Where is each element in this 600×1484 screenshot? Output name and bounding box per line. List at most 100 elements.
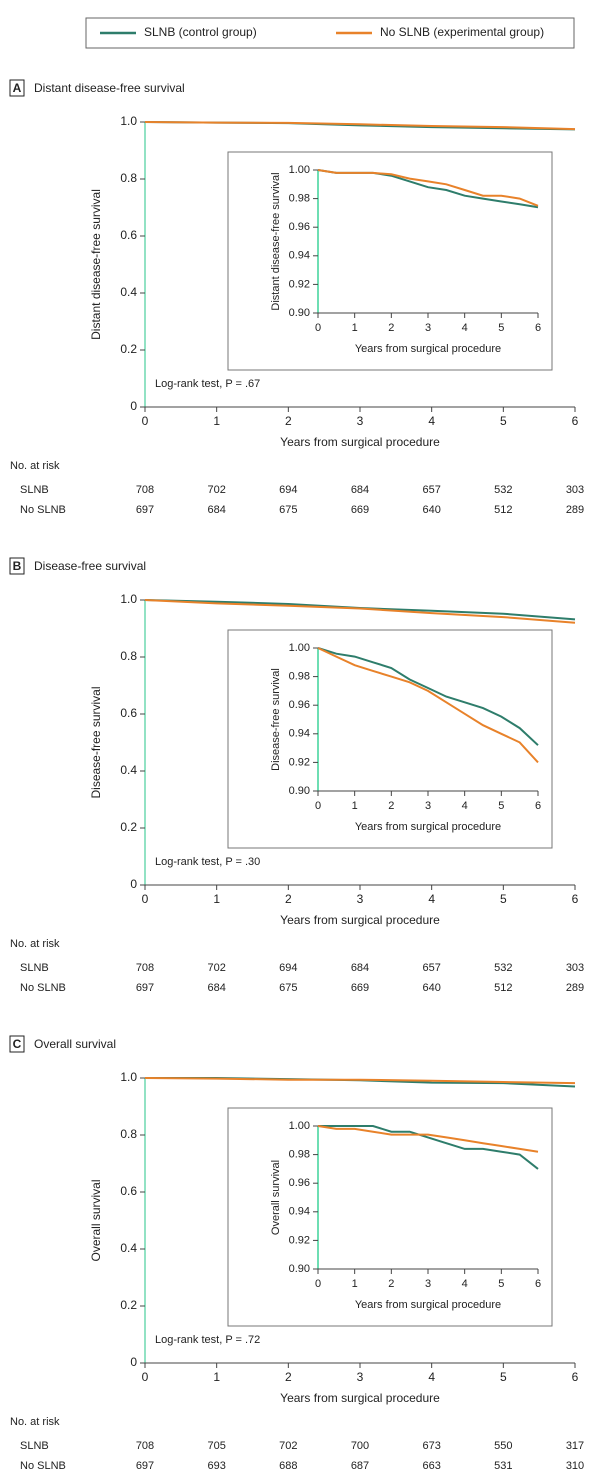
risk-value: 702 <box>207 962 225 974</box>
x-tick-label: 6 <box>535 800 541 812</box>
risk-table-title: No. at risk <box>10 460 60 472</box>
survival-curve <box>144 121 576 131</box>
y-tick-label: 0 <box>130 1355 137 1369</box>
risk-value: 532 <box>494 484 512 496</box>
x-axis-label: Years from surgical procedure <box>355 821 501 833</box>
x-tick-label: 2 <box>388 322 394 334</box>
inset-box <box>227 1107 553 1327</box>
risk-value: 684 <box>207 982 225 994</box>
y-tick-label: 1.0 <box>120 592 137 606</box>
risk-value: 697 <box>136 982 154 994</box>
y-tick-label: 1.00 <box>289 164 310 176</box>
y-axis-label: Disease-free survival <box>270 668 282 771</box>
x-tick-label: 1 <box>213 892 220 906</box>
risk-value: 693 <box>207 1460 225 1472</box>
x-tick-label: 4 <box>462 1278 468 1290</box>
x-tick-label: 5 <box>498 1278 504 1290</box>
x-axis-label: Years from surgical procedure <box>355 343 501 355</box>
panel-label: B <box>13 559 22 573</box>
survival-curve <box>317 647 539 764</box>
risk-value: 675 <box>279 504 297 516</box>
x-tick-label: 6 <box>535 322 541 334</box>
x-tick-label: 5 <box>500 1370 507 1384</box>
survival-curve <box>144 1077 576 1085</box>
y-tick-label: 0.90 <box>289 785 310 797</box>
panel-label: C <box>13 1037 22 1051</box>
survival-curve <box>317 1125 539 1153</box>
y-tick-label: 0.6 <box>120 706 137 720</box>
x-tick-label: 6 <box>572 1370 579 1384</box>
risk-value: 669 <box>351 504 369 516</box>
annotation: Log-rank test, P = .67 <box>155 378 260 390</box>
x-tick-label: 3 <box>425 1278 431 1290</box>
risk-row-label: No SLNB <box>20 504 66 516</box>
y-tick-label: 0.90 <box>289 307 310 319</box>
risk-value: 663 <box>422 1460 440 1472</box>
y-axis-label: Overall survival <box>270 1160 282 1235</box>
x-tick-label: 2 <box>285 1370 292 1384</box>
y-tick-label: 1.0 <box>120 1070 137 1084</box>
risk-value: 705 <box>207 1440 225 1452</box>
x-tick-label: 2 <box>388 800 394 812</box>
x-tick-label: 1 <box>213 1370 220 1384</box>
risk-value: 684 <box>351 962 369 974</box>
y-tick-label: 0.6 <box>120 1184 137 1198</box>
y-tick-label: 0.92 <box>289 1234 310 1246</box>
risk-value: 310 <box>566 1460 584 1472</box>
inset-box <box>227 151 553 371</box>
y-tick-label: 0.8 <box>120 171 137 185</box>
x-tick-label: 1 <box>213 414 220 428</box>
y-axis-label: Disease-free survival <box>89 686 103 798</box>
panel-label-box <box>9 1035 25 1053</box>
risk-value: 697 <box>136 504 154 516</box>
risk-value: 289 <box>566 504 584 516</box>
y-tick-label: 0.8 <box>120 649 137 663</box>
risk-value: 702 <box>279 1440 297 1452</box>
panel-title: Overall survival <box>34 1037 116 1051</box>
y-tick-label: 0.92 <box>289 756 310 768</box>
risk-value: 694 <box>279 484 297 496</box>
x-tick-label: 5 <box>500 892 507 906</box>
x-tick-label: 4 <box>428 414 435 428</box>
x-tick-label: 4 <box>462 322 468 334</box>
panel-label-box <box>9 79 25 97</box>
y-tick-label: 0.98 <box>289 1149 310 1161</box>
risk-value: 700 <box>351 1440 369 1452</box>
risk-value: 708 <box>136 962 154 974</box>
x-tick-label: 6 <box>572 892 579 906</box>
x-tick-label: 5 <box>498 322 504 334</box>
risk-row-label: SLNB <box>20 484 49 496</box>
x-tick-label: 3 <box>425 322 431 334</box>
y-axis-label: Distant disease-free survival <box>270 172 282 310</box>
x-tick-label: 0 <box>142 1370 149 1384</box>
x-tick-label: 2 <box>388 1278 394 1290</box>
risk-value: 694 <box>279 962 297 974</box>
x-axis-label: Years from surgical procedure <box>280 913 440 927</box>
x-tick-label: 0 <box>142 892 149 906</box>
y-tick-label: 0.4 <box>120 763 137 777</box>
risk-table-title: No. at risk <box>10 938 60 950</box>
risk-value: 303 <box>566 962 584 974</box>
risk-row-label: No SLNB <box>20 982 66 994</box>
y-tick-label: 0.96 <box>289 699 310 711</box>
y-tick-label: 0.2 <box>120 820 137 834</box>
risk-value: 697 <box>136 1460 154 1472</box>
risk-value: 675 <box>279 982 297 994</box>
survival-curve <box>317 647 539 746</box>
x-axis-label: Years from surgical procedure <box>280 435 440 449</box>
risk-value: 687 <box>351 1460 369 1472</box>
x-tick-label: 0 <box>142 414 149 428</box>
risk-value: 708 <box>136 484 154 496</box>
y-axis-label: Distant disease-free survival <box>89 189 103 340</box>
risk-value: 512 <box>494 504 512 516</box>
y-tick-label: 1.00 <box>289 1120 310 1132</box>
risk-value: 512 <box>494 982 512 994</box>
risk-value: 657 <box>422 484 440 496</box>
risk-value: 669 <box>351 982 369 994</box>
risk-value: 708 <box>136 1440 154 1452</box>
x-tick-label: 0 <box>315 322 321 334</box>
y-tick-label: 0.4 <box>120 285 137 299</box>
risk-value: 640 <box>422 504 440 516</box>
y-tick-label: 0.2 <box>120 342 137 356</box>
